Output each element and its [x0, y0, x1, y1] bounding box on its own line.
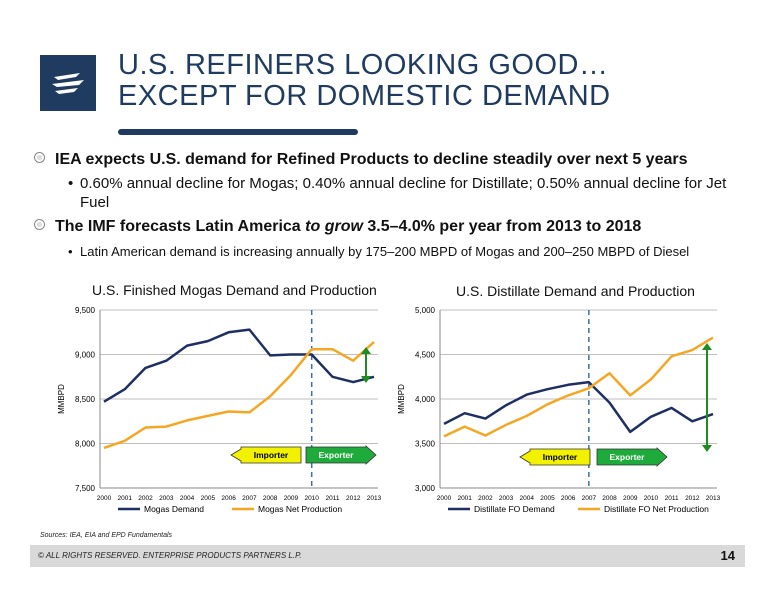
- mogas-x-tick-label: 2009: [284, 495, 299, 502]
- mogas-x-tick-label: 2010: [304, 495, 319, 502]
- mogas-y-tick-label: 9,500: [75, 306, 96, 315]
- bullet-circle-icon: [34, 219, 45, 230]
- mogas-y-tick-label: 9,000: [75, 351, 96, 360]
- page-number: 14: [720, 548, 735, 563]
- distillate-x-tick-label: 2007: [582, 495, 597, 502]
- mogas-legend-label: Mogas Demand: [144, 504, 204, 514]
- distillate-x-tick-label: 2011: [665, 495, 679, 502]
- subbullet-decline-text: 0.60% annual decline for Mogas; 0.40% an…: [80, 175, 727, 211]
- mogas-series-production-line: [103, 341, 375, 450]
- mogas-y-tick-label: 7,500: [75, 484, 96, 493]
- mogas-x-tick-label: 2013: [367, 495, 382, 502]
- distillate-legend-label: Distillate FO Demand: [474, 504, 555, 514]
- mogas-exporter-arrow-icon: [305, 445, 377, 465]
- mogas-series-demand-line: [103, 328, 375, 403]
- mogas-chart-group: 7,500 8,000 8,500 9,000 9,500 2000 2001 2002 200…: [57, 306, 382, 514]
- mogas-y-tick-label: 8,500: [75, 395, 96, 404]
- bullet-circle-icon: [34, 152, 45, 163]
- bullet-dot-icon: •: [68, 175, 74, 192]
- page-title: U.S. REFINERS LOOKING GOOD… EXCEPT FOR D…: [118, 50, 758, 112]
- distillate-x-tick-label: 2006: [561, 495, 576, 502]
- bullet-imf: The IMF forecasts Latin America to grow …: [34, 218, 641, 236]
- bullet-imf-pre: The IMF forecasts Latin America: [55, 218, 306, 235]
- company-logo: [40, 55, 96, 111]
- distillate-series-production-line: [443, 336, 714, 438]
- chart-title-mogas: U.S. Finished Mogas Demand and Productio…: [92, 282, 377, 298]
- mogas-x-tick-label: 2005: [201, 495, 216, 502]
- mogas-importer-arrow-icon: [230, 446, 302, 464]
- mogas-x-tick-label: 2008: [263, 495, 278, 502]
- distillate-gap-arrow-down-icon: [702, 445, 712, 452]
- mogas-x-tick-label: 2006: [221, 495, 236, 502]
- distillate-x-tick-label: 2009: [623, 495, 638, 502]
- distillate-y-tick-label: 5,000: [415, 306, 436, 315]
- subbullet-latam: • Latin American demand is increasing ann…: [68, 244, 690, 259]
- mogas-x-tick-label: 2004: [180, 495, 195, 502]
- mogas-x-tick-label: 2002: [138, 495, 153, 502]
- footer-bar: © ALL RIGHTS RESERVED. ENTERPRISE PRODUC…: [30, 545, 745, 567]
- distillate-exporter-arrow-icon: [596, 447, 668, 467]
- distillate-x-tick-label: 2004: [520, 495, 535, 502]
- eagle-logo-icon: [52, 73, 84, 94]
- sources-note: Sources: IEA, EIA and EPD Fundamentals: [40, 532, 173, 539]
- bullet-imf-em: to grow: [305, 218, 363, 235]
- distillate-x-tick-label: 2008: [602, 495, 617, 502]
- mogas-x-tick-label: 2007: [242, 495, 257, 502]
- distillate-gap-arrow-up-icon: [702, 343, 712, 350]
- mogas-gap-arrow-down-icon: [361, 376, 371, 383]
- mogas-x-tick-label: 2003: [159, 495, 174, 502]
- mogas-x-tick-label: 2011: [325, 495, 339, 502]
- distillate-y-axis-label: MMBPD: [397, 384, 406, 414]
- distillate-x-tick-label: 2012: [685, 495, 700, 502]
- distillate-x-tick-label: 2001: [457, 495, 472, 502]
- bullet-imf-post: 3.5–4.0% per year from 2013 to 2018: [362, 218, 642, 235]
- copyright-text: © ALL RIGHTS RESERVED. ENTERPRISE PRODUC…: [38, 551, 302, 560]
- mogas-importer-label: Importer: [254, 450, 289, 460]
- bullet-iea-text: IEA expects U.S. demand for Refined Prod…: [55, 151, 688, 168]
- distillate-x-tick-label: 2013: [706, 495, 721, 502]
- mogas-gap-arrow-up-icon: [361, 347, 371, 354]
- title-line-1: U.S. REFINERS LOOKING GOOD…: [118, 49, 609, 81]
- distillate-series-demand-line: [443, 380, 714, 434]
- mogas-legend-label: Mogas Net Production: [258, 504, 342, 514]
- distillate-chart-group: 3,000 3,500 4,000 4,500 5,000 2000 2001 2002 200…: [397, 306, 721, 514]
- distillate-x-tick-label: 2000: [437, 495, 452, 502]
- distillate-y-tick-label: 4,500: [415, 351, 436, 360]
- mogas-exporter-label: Exporter: [319, 450, 355, 460]
- distillate-exporter-label: Exporter: [610, 452, 646, 462]
- title-line-2: EXCEPT FOR DOMESTIC DEMAND: [118, 80, 611, 112]
- distillate-y-tick-label: 3,500: [415, 440, 436, 449]
- subbullet-latam-text: Latin American demand is increasing annu…: [80, 244, 690, 259]
- mogas-y-axis-label: MMBPD: [57, 384, 66, 414]
- distillate-x-tick-label: 2003: [499, 495, 514, 502]
- bullet-dot-icon: •: [68, 244, 73, 259]
- distillate-x-tick-label: 2005: [540, 495, 555, 502]
- bullet-iea: IEA expects U.S. demand for Refined Prod…: [34, 151, 688, 169]
- chart-title-distillate: U.S. Distillate Demand and Production: [456, 283, 695, 299]
- mogas-x-tick-label: 2001: [118, 495, 133, 502]
- distillate-x-tick-label: 2010: [644, 495, 659, 502]
- distillate-y-tick-label: 4,000: [415, 395, 436, 404]
- mogas-x-tick-label: 2012: [346, 495, 361, 502]
- subbullet-decline: • 0.60% annual decline for Mogas; 0.40% a…: [68, 174, 730, 212]
- distillate-importer-arrow-icon: [519, 448, 591, 466]
- mogas-x-tick-label: 2000: [97, 495, 112, 502]
- title-underline: [118, 129, 358, 135]
- distillate-x-tick-label: 2002: [478, 495, 493, 502]
- distillate-legend-label: Distillate FO Net Production: [604, 504, 709, 514]
- distillate-y-tick-label: 3,000: [415, 484, 436, 493]
- distillate-importer-label: Importer: [543, 452, 578, 462]
- mogas-y-tick-label: 8,000: [75, 440, 96, 449]
